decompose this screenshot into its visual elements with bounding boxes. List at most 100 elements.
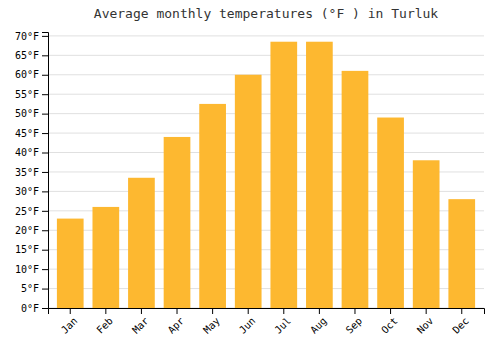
x-tick: Mar (130, 308, 151, 336)
x-tick: Jan (59, 308, 80, 336)
y-tick-label: 65°F (15, 50, 39, 61)
x-tick-label: Aug (308, 315, 329, 336)
y-tick-mark (42, 114, 48, 115)
y-tick-mark (42, 289, 48, 290)
x-tick-mark (70, 308, 71, 314)
x-tick-mark (248, 308, 249, 314)
y-tick: 50°F (15, 108, 48, 119)
bar (448, 199, 475, 308)
grid-line (48, 74, 484, 75)
y-tick: 10°F (15, 264, 48, 275)
y-tick-label: 30°F (15, 186, 39, 197)
y-axis-line (42, 33, 49, 309)
x-tick-mark (426, 308, 427, 314)
y-tick-mark (42, 75, 48, 76)
y-tick-label: 5°F (21, 283, 39, 294)
x-tick-mark (461, 308, 462, 314)
x-tick-label: Feb (94, 315, 115, 336)
title: Average monthly temperatures (°F ) in Tu… (94, 6, 439, 21)
x-tick: Feb (94, 308, 115, 336)
x-tick-mark (105, 308, 106, 314)
y-tick-label: 55°F (15, 89, 39, 100)
bar (128, 178, 155, 308)
bar (342, 71, 369, 308)
grid-line (48, 94, 484, 95)
x-tick-label: Apr (166, 315, 187, 336)
x-tick: Oct (379, 308, 400, 336)
y-tick: 40°F (15, 147, 48, 158)
y-tick-mark (42, 153, 48, 154)
x-tick: Dec (450, 308, 471, 336)
x-tick-label: May (201, 315, 222, 336)
plot: 0°F 5°F 10°F 15°F 20°F 25°F 30°F 35°F 40°F 45°F 50… (15, 31, 485, 336)
y-tick: 35°F (15, 167, 48, 178)
x-tick-label: Sep (344, 315, 365, 336)
bar (199, 104, 226, 308)
x-tick-label: Dec (450, 315, 471, 336)
x-tick-label: Nov (415, 315, 436, 336)
bar (306, 42, 333, 308)
chart: 0°F 5°F 10°F 15°F 20°F 25°F 30°F 35°F 40°F 45°F 50… (0, 0, 500, 350)
y-tick-mark (42, 133, 48, 134)
y-tick: 45°F (15, 128, 48, 139)
x-tick: Jun (237, 308, 258, 336)
bar (377, 118, 404, 308)
y-tick-mark (42, 172, 48, 173)
bar (413, 160, 440, 308)
y-tick-label: 35°F (15, 167, 39, 178)
y-tick-mark (42, 250, 48, 251)
y-tick-label: 40°F (15, 147, 39, 158)
y-tick: 25°F (15, 206, 48, 217)
y-tick: 20°F (15, 225, 48, 236)
x-tick-mark (354, 308, 355, 314)
x-axis: Jan Feb Mar Apr May Jun Jul Aug Sep Oct Nov Dec (49, 308, 485, 336)
x-tick: Sep (344, 308, 365, 336)
y-tick-label: 70°F (15, 31, 39, 42)
x-tick: Apr (166, 308, 187, 336)
x-tick-mark (390, 308, 391, 314)
y-tick-mark (42, 230, 48, 231)
grid-line (48, 133, 484, 134)
bar (57, 219, 84, 308)
marks (57, 42, 475, 308)
y-tick-mark (42, 191, 48, 192)
bar (92, 207, 119, 308)
y-tick-label: 50°F (15, 108, 39, 119)
y-tick-mark (42, 36, 48, 37)
bar (164, 137, 191, 308)
x-tick-label: Mar (130, 315, 151, 336)
y-tick-mark (42, 269, 48, 270)
x-tick-mark (141, 308, 142, 314)
y-tick: 65°F (15, 50, 48, 61)
x-tick-mark (283, 308, 284, 314)
y-tick: 55°F (15, 89, 48, 100)
x-tick: Nov (415, 308, 436, 336)
y-tick: 5°F (21, 283, 48, 294)
y-tick-label: 60°F (15, 69, 39, 80)
y-axis: 0°F 5°F 10°F 15°F 20°F 25°F 30°F 35°F 40°F 45°F 50… (15, 31, 49, 314)
grid-line (48, 35, 484, 36)
x-tick-label: Jun (237, 315, 258, 336)
y-tick-label: 15°F (15, 244, 39, 255)
x-tick-label: Jul (272, 315, 293, 336)
x-tick-mark (177, 308, 178, 314)
y-tick: 30°F (15, 186, 48, 197)
x-axis-line (49, 309, 485, 315)
y-tick-label: 0°F (21, 303, 39, 314)
y-tick-mark (42, 94, 48, 95)
bar (270, 42, 297, 308)
x-tick-label: Oct (379, 315, 400, 336)
y-tick-mark (42, 55, 48, 56)
y-tick-label: 20°F (15, 225, 39, 236)
x-tick: Jul (272, 308, 293, 336)
y-tick: 60°F (15, 69, 48, 80)
y-tick-mark (42, 211, 48, 212)
y-tick-mark (42, 308, 48, 309)
x-tick-label: Jan (59, 315, 80, 336)
grid (48, 36, 484, 308)
x-tick: May (201, 308, 222, 336)
grid-line (48, 152, 484, 153)
y-tick: 70°F (15, 31, 48, 42)
grid-line (48, 55, 484, 56)
x-tick-mark (319, 308, 320, 314)
